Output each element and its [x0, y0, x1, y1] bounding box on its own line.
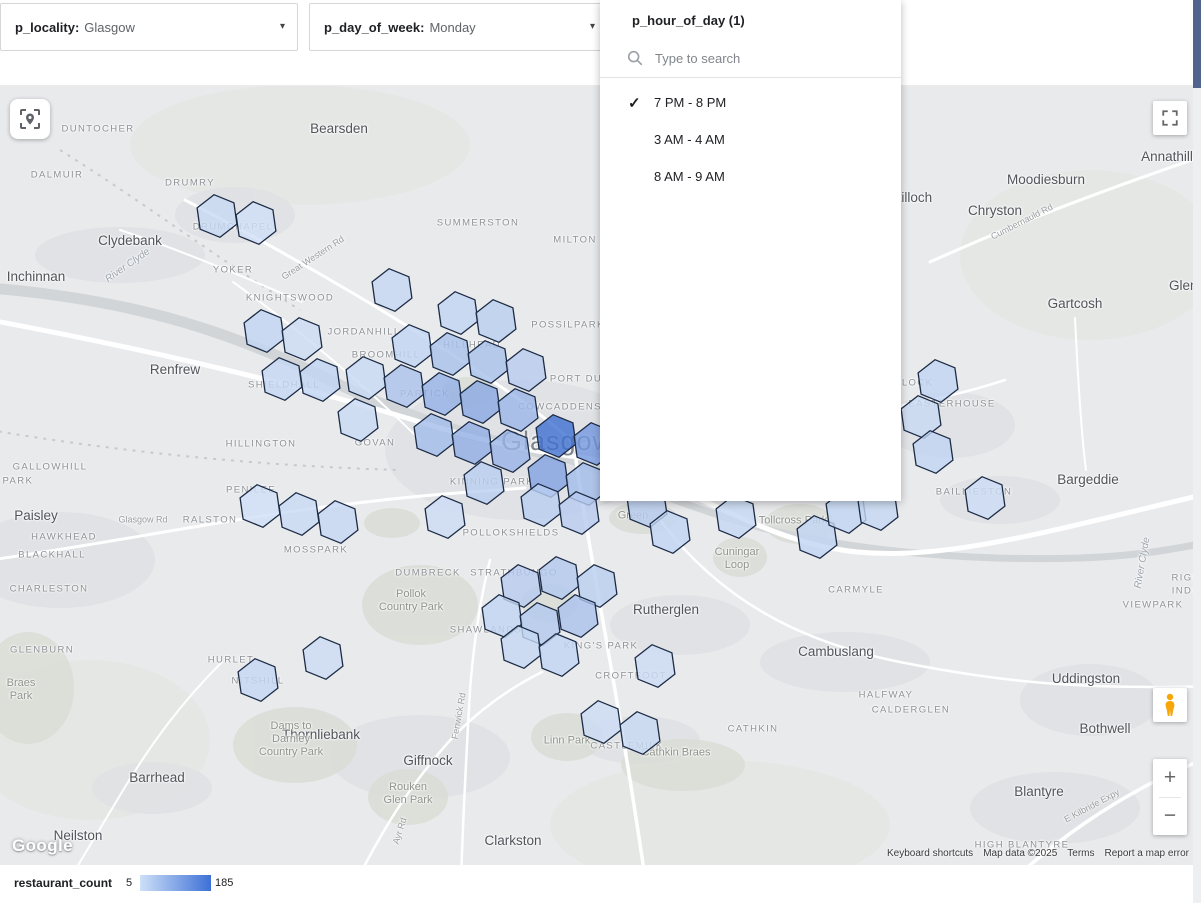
hex-cell[interactable]	[964, 475, 1006, 521]
hex-cell[interactable]	[576, 563, 618, 609]
search-input[interactable]	[653, 49, 887, 67]
legend-min-value: 5	[126, 877, 133, 889]
fullscreen-button[interactable]	[1153, 101, 1187, 135]
hex-cell[interactable]	[278, 491, 320, 537]
page-scrollbar-thumb[interactable]	[1193, 0, 1201, 88]
map-attribution: Keyboard shortcuts Map data ©2025 Terms …	[887, 848, 1189, 859]
hex-cell[interactable]	[451, 420, 493, 466]
hex-cell[interactable]	[317, 499, 359, 545]
hex-cell[interactable]	[580, 699, 622, 745]
hex-cell[interactable]	[900, 394, 942, 440]
recenter-map-pin-icon	[20, 109, 40, 129]
filter-label: p_locality:	[15, 19, 80, 35]
hex-cell[interactable]	[237, 657, 279, 703]
hex-cell[interactable]	[196, 193, 238, 239]
chevron-down-icon: ▾	[589, 21, 595, 32]
zoom-in-button[interactable]: +	[1163, 766, 1177, 789]
report-error-link[interactable]: Report a map error	[1104, 848, 1189, 859]
hex-cell[interactable]	[558, 490, 600, 536]
hex-cell[interactable]	[619, 710, 661, 756]
hex-cell[interactable]	[235, 200, 277, 246]
hex-cell[interactable]	[538, 555, 580, 601]
hex-cell[interactable]	[715, 494, 757, 540]
railway-lines	[0, 149, 401, 471]
hex-cell[interactable]	[345, 355, 387, 401]
filter-value: Glasgow	[84, 19, 135, 35]
hex-cell[interactable]	[520, 482, 562, 528]
hex-cell[interactable]	[429, 331, 471, 377]
hex-cell[interactable]	[421, 371, 463, 417]
divider	[600, 77, 901, 78]
terms-link[interactable]: Terms	[1067, 848, 1095, 859]
hex-cell[interactable]	[337, 397, 379, 443]
hex-cell[interactable]	[437, 290, 479, 336]
filter-value: Monday	[429, 19, 476, 35]
pegman-button[interactable]	[1153, 688, 1187, 722]
hex-cell[interactable]	[391, 323, 433, 369]
pegman-icon	[1165, 693, 1175, 716]
legend-bar: restaurant_count 5 185	[0, 865, 1201, 903]
hex-cell[interactable]	[489, 428, 531, 474]
hex-cell[interactable]	[413, 412, 455, 458]
hex-cell[interactable]	[497, 387, 539, 433]
legend-title: restaurant_count	[14, 876, 113, 890]
page-scrollbar-track[interactable]	[1193, 0, 1201, 903]
hex-cell[interactable]	[505, 347, 547, 393]
hex-cell[interactable]	[500, 624, 542, 670]
hex-cell[interactable]	[239, 483, 281, 529]
dropdown-search-row	[600, 39, 901, 77]
option-label: 3 AM - 4 AM	[654, 132, 725, 147]
hex-cell[interactable]	[917, 358, 959, 404]
hex-cell[interactable]	[383, 363, 425, 409]
chevron-down-icon: ▾	[279, 21, 285, 32]
filter-label: p_day_of_week:	[324, 19, 425, 35]
hour-of-day-dropdown-panel: p_hour_of_day (1) ✓ 7 PM - 8 PM 3 AM - 4 A…	[600, 0, 901, 501]
hex-cell[interactable]	[475, 298, 517, 344]
google-logo[interactable]: Google	[12, 836, 73, 855]
check-icon: ✓	[628, 94, 641, 112]
hex-cell[interactable]	[535, 413, 577, 459]
search-icon	[627, 50, 643, 66]
hour-option[interactable]: 8 AM - 9 AM	[600, 158, 901, 195]
hex-cell[interactable]	[459, 379, 501, 425]
keyboard-shortcuts-link[interactable]: Keyboard shortcuts	[887, 848, 974, 859]
hour-option-list: ✓ 7 PM - 8 PM 3 AM - 4 AM 8 AM - 9 AM	[600, 78, 901, 195]
fullscreen-icon	[1162, 110, 1178, 126]
hex-cell[interactable]	[500, 563, 542, 609]
hex-cell[interactable]	[261, 356, 303, 402]
day-of-week-filter-control[interactable]: p_day_of_week: Monday ▾	[309, 3, 608, 51]
map-data-text: Map data ©2025	[983, 848, 1058, 859]
hex-cell[interactable]	[557, 593, 599, 639]
hex-cell[interactable]	[538, 632, 580, 678]
zoom-out-button[interactable]: −	[1163, 804, 1177, 827]
hex-cell[interactable]	[912, 429, 954, 475]
zoom-divider	[1159, 796, 1181, 798]
hex-cell[interactable]	[634, 643, 676, 689]
option-label: 8 AM - 9 AM	[654, 169, 725, 184]
recenter-button[interactable]	[10, 99, 50, 139]
hex-cell[interactable]	[299, 357, 341, 403]
hex-cell[interactable]	[302, 635, 344, 681]
hex-cell[interactable]	[463, 460, 505, 506]
option-label: 7 PM - 8 PM	[654, 95, 727, 110]
legend-max-value: 185	[215, 877, 234, 889]
hex-cell[interactable]	[424, 494, 466, 540]
legend-gradient	[140, 875, 211, 891]
hour-option[interactable]: 3 AM - 4 AM	[600, 121, 901, 158]
dropdown-title: p_hour_of_day (1)	[632, 13, 745, 28]
hex-cell[interactable]	[649, 509, 691, 555]
locality-filter-control[interactable]: p_locality: Glasgow ▾	[0, 3, 298, 51]
hour-option[interactable]: ✓ 7 PM - 8 PM	[600, 84, 901, 121]
zoom-control: + −	[1153, 759, 1187, 835]
hex-cell[interactable]	[467, 339, 509, 385]
hex-cell[interactable]	[371, 267, 413, 313]
hex-cell[interactable]	[281, 316, 323, 362]
hex-cell[interactable]	[243, 308, 285, 354]
